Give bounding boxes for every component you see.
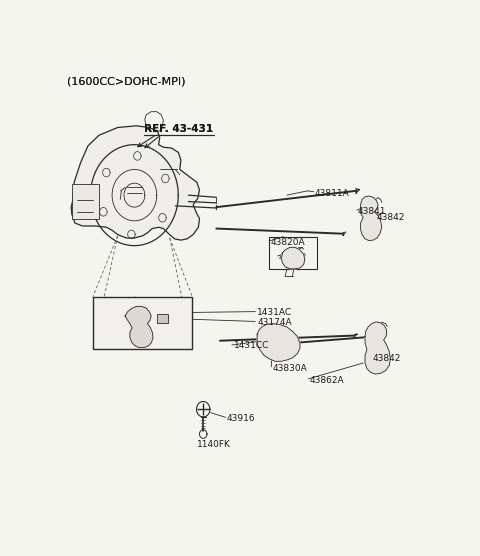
Text: 43916: 43916 (227, 414, 255, 423)
Polygon shape (71, 126, 200, 240)
Polygon shape (365, 322, 390, 374)
Bar (72, 183, 99, 219)
Polygon shape (281, 247, 305, 269)
Text: 43842: 43842 (279, 253, 307, 262)
Text: 43841: 43841 (358, 207, 386, 216)
Text: REF. 43-431: REF. 43-431 (144, 124, 214, 134)
Text: 43820A: 43820A (270, 238, 305, 247)
Text: 43862A: 43862A (310, 376, 345, 385)
Text: 1431AC: 1431AC (257, 309, 292, 317)
Bar (93, 297, 192, 349)
Text: 1431CC: 1431CC (234, 341, 269, 350)
Text: (1600CC>DOHC-MPI): (1600CC>DOHC-MPI) (67, 76, 186, 86)
Bar (269, 237, 317, 269)
Text: 43850C: 43850C (132, 299, 168, 308)
Polygon shape (257, 324, 300, 361)
Text: 43842: 43842 (372, 354, 401, 363)
Text: 1140FK: 1140FK (197, 440, 231, 449)
Text: 43811A: 43811A (315, 188, 349, 197)
Text: 1433CA: 1433CA (97, 318, 132, 327)
Polygon shape (360, 196, 382, 241)
Text: (1600CC>DOHC-MPI): (1600CC>DOHC-MPI) (67, 76, 186, 86)
Text: 43842: 43842 (377, 213, 405, 222)
Text: 43174A: 43174A (257, 318, 292, 327)
Text: REF. 43-431: REF. 43-431 (144, 124, 214, 134)
Polygon shape (125, 306, 153, 348)
Bar (157, 314, 168, 322)
Text: 43830A: 43830A (273, 364, 308, 373)
